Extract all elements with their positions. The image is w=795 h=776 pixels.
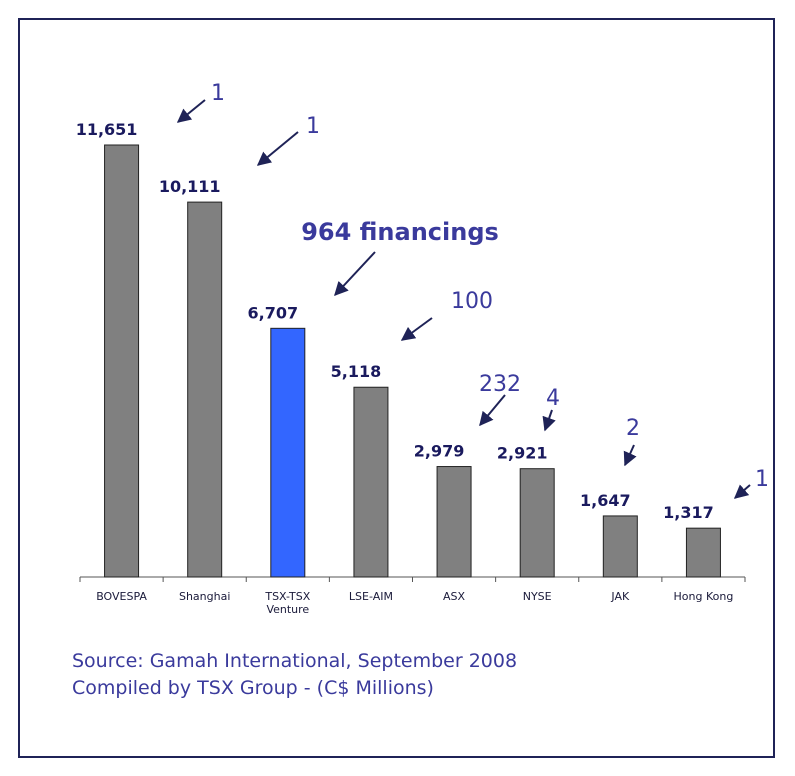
- value-label: 1,647: [580, 491, 631, 510]
- x-tick-label: Hong Kong: [673, 590, 734, 603]
- bar: [187, 201, 223, 578]
- x-tick-label: Shanghai: [178, 590, 231, 603]
- bar: [104, 144, 140, 578]
- bar: [519, 468, 555, 578]
- bar: [436, 466, 472, 578]
- annotation-arrow: [400, 317, 433, 341]
- bar: [353, 386, 389, 578]
- value-label: 2,921: [497, 444, 548, 463]
- annotation: 4: [546, 386, 560, 411]
- annotation-arrow: [542, 409, 556, 432]
- bar: [685, 527, 721, 578]
- x-tick-label: ASX: [443, 590, 466, 603]
- x-tick-label: JAK: [611, 590, 630, 603]
- value-label: 11,651: [76, 120, 138, 139]
- annotation-arrow: [334, 251, 376, 297]
- value-label: 10,111: [159, 177, 221, 196]
- annotation-arrow: [733, 484, 751, 499]
- bar: [270, 327, 306, 578]
- annotation-arrow: [479, 394, 506, 427]
- annotation: 100: [451, 289, 493, 314]
- value-label: 6,707: [248, 303, 299, 322]
- annotation-arrow: [256, 131, 299, 166]
- value-label: 5,118: [331, 362, 382, 381]
- x-tick-label: LSE-AIM: [348, 590, 393, 603]
- x-tick-label: BOVESPA: [96, 590, 147, 603]
- annotation: 1: [755, 467, 769, 492]
- annotation-arrow: [623, 444, 637, 467]
- source-line: Compiled by TSX Group - (C$ Millions): [72, 677, 434, 699]
- annotation: 1: [211, 81, 225, 106]
- source-line: Source: Gamah International, September 2…: [72, 650, 518, 672]
- annotation: 2: [626, 416, 640, 441]
- chart-frame: [18, 18, 775, 758]
- annotation: 232: [479, 372, 521, 397]
- value-label: 1,317: [663, 503, 714, 522]
- x-tick-label: NYSE: [522, 590, 552, 603]
- bar: [602, 515, 638, 578]
- annotation-arrow: [176, 99, 206, 123]
- annotation: 1: [306, 114, 320, 139]
- annotation: 964 financings: [301, 218, 499, 246]
- value-label: 2,979: [414, 442, 465, 461]
- x-tick-label: TSX-TSX Venture: [265, 590, 311, 616]
